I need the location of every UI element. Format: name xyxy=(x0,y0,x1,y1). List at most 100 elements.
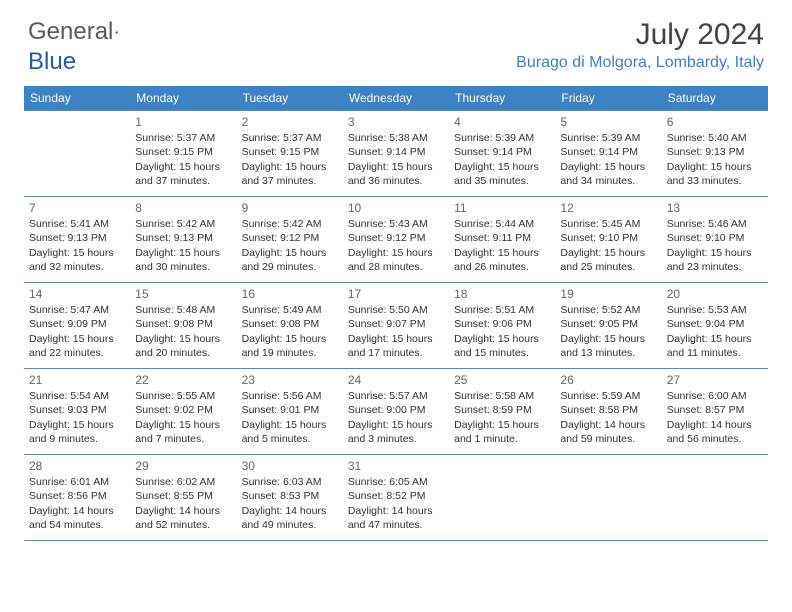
daylight-text: and 47 minutes. xyxy=(348,518,444,532)
sunset-text: Sunset: 9:14 PM xyxy=(560,145,656,159)
calendar-cell: 20Sunrise: 5:53 AMSunset: 9:04 PMDayligh… xyxy=(662,283,768,369)
day-number: 12 xyxy=(560,200,656,216)
daylight-text: and 15 minutes. xyxy=(454,346,550,360)
sunset-text: Sunset: 9:02 PM xyxy=(135,403,231,417)
sunrise-text: Sunrise: 5:52 AM xyxy=(560,303,656,317)
sunset-text: Sunset: 9:14 PM xyxy=(348,145,444,159)
day-number: 17 xyxy=(348,286,444,302)
sunset-text: Sunset: 9:08 PM xyxy=(135,317,231,331)
sunrise-text: Sunrise: 5:58 AM xyxy=(454,389,550,403)
calendar-table: SundayMondayTuesdayWednesdayThursdayFrid… xyxy=(24,86,768,541)
sunset-text: Sunset: 8:53 PM xyxy=(242,489,338,503)
sunrise-text: Sunrise: 5:37 AM xyxy=(135,131,231,145)
calendar-cell: 13Sunrise: 5:46 AMSunset: 9:10 PMDayligh… xyxy=(662,197,768,283)
daylight-text: and 34 minutes. xyxy=(560,174,656,188)
sunset-text: Sunset: 9:05 PM xyxy=(560,317,656,331)
sunset-text: Sunset: 9:08 PM xyxy=(242,317,338,331)
calendar-cell: 10Sunrise: 5:43 AMSunset: 9:12 PMDayligh… xyxy=(343,197,449,283)
sunrise-text: Sunrise: 6:02 AM xyxy=(135,475,231,489)
sunrise-text: Sunrise: 6:00 AM xyxy=(667,389,763,403)
sunset-text: Sunset: 8:59 PM xyxy=(454,403,550,417)
daylight-text: and 20 minutes. xyxy=(135,346,231,360)
daylight-text: Daylight: 15 hours xyxy=(348,246,444,260)
daylight-text: Daylight: 15 hours xyxy=(29,418,125,432)
day-number: 23 xyxy=(242,372,338,388)
calendar-cell: 12Sunrise: 5:45 AMSunset: 9:10 PMDayligh… xyxy=(555,197,661,283)
sunset-text: Sunset: 9:04 PM xyxy=(667,317,763,331)
daylight-text: Daylight: 15 hours xyxy=(135,332,231,346)
daylight-text: and 59 minutes. xyxy=(560,432,656,446)
sunrise-text: Sunrise: 5:47 AM xyxy=(29,303,125,317)
sunset-text: Sunset: 8:58 PM xyxy=(560,403,656,417)
location-text: Burago di Molgora, Lombardy, Italy xyxy=(516,54,764,72)
day-number: 21 xyxy=(29,372,125,388)
daylight-text: Daylight: 14 hours xyxy=(29,504,125,518)
calendar-cell: 24Sunrise: 5:57 AMSunset: 9:00 PMDayligh… xyxy=(343,369,449,455)
daylight-text: Daylight: 15 hours xyxy=(454,246,550,260)
day-number: 31 xyxy=(348,458,444,474)
sunrise-text: Sunrise: 5:38 AM xyxy=(348,131,444,145)
sunset-text: Sunset: 9:00 PM xyxy=(348,403,444,417)
sunset-text: Sunset: 9:13 PM xyxy=(135,231,231,245)
daylight-text: and 36 minutes. xyxy=(348,174,444,188)
daylight-text: Daylight: 15 hours xyxy=(560,332,656,346)
daylight-text: and 56 minutes. xyxy=(667,432,763,446)
daylight-text: and 37 minutes. xyxy=(135,174,231,188)
sunset-text: Sunset: 8:55 PM xyxy=(135,489,231,503)
sunrise-text: Sunrise: 5:49 AM xyxy=(242,303,338,317)
daylight-text: Daylight: 15 hours xyxy=(29,332,125,346)
sunrise-text: Sunrise: 5:39 AM xyxy=(454,131,550,145)
calendar-cell: 21Sunrise: 5:54 AMSunset: 9:03 PMDayligh… xyxy=(24,369,130,455)
daylight-text: and 9 minutes. xyxy=(29,432,125,446)
daylight-text: and 37 minutes. xyxy=(242,174,338,188)
daylight-text: and 30 minutes. xyxy=(135,260,231,274)
sunset-text: Sunset: 9:01 PM xyxy=(242,403,338,417)
daylight-text: and 25 minutes. xyxy=(560,260,656,274)
daylight-text: and 54 minutes. xyxy=(29,518,125,532)
weekday-header: Sunday xyxy=(24,86,130,111)
brand-word1: General xyxy=(28,18,113,46)
daylight-text: Daylight: 15 hours xyxy=(348,332,444,346)
daylight-text: Daylight: 15 hours xyxy=(454,332,550,346)
daylight-text: and 5 minutes. xyxy=(242,432,338,446)
sunrise-text: Sunrise: 6:05 AM xyxy=(348,475,444,489)
calendar-cell xyxy=(662,455,768,541)
daylight-text: and 33 minutes. xyxy=(667,174,763,188)
sunrise-text: Sunrise: 5:42 AM xyxy=(242,217,338,231)
daylight-text: and 28 minutes. xyxy=(348,260,444,274)
daylight-text: and 52 minutes. xyxy=(135,518,231,532)
daylight-text: Daylight: 15 hours xyxy=(560,160,656,174)
sunrise-text: Sunrise: 5:56 AM xyxy=(242,389,338,403)
daylight-text: Daylight: 15 hours xyxy=(135,418,231,432)
daylight-text: Daylight: 14 hours xyxy=(348,504,444,518)
daylight-text: Daylight: 15 hours xyxy=(348,418,444,432)
sunset-text: Sunset: 9:11 PM xyxy=(454,231,550,245)
header: General July 2024 Burago di Molgora, Lom… xyxy=(0,0,792,78)
sunrise-text: Sunrise: 5:55 AM xyxy=(135,389,231,403)
daylight-text: and 22 minutes. xyxy=(29,346,125,360)
calendar-cell: 19Sunrise: 5:52 AMSunset: 9:05 PMDayligh… xyxy=(555,283,661,369)
calendar-cell: 2Sunrise: 5:37 AMSunset: 9:15 PMDaylight… xyxy=(237,111,343,197)
daylight-text: and 3 minutes. xyxy=(348,432,444,446)
weekday-header: Tuesday xyxy=(237,86,343,111)
day-number: 16 xyxy=(242,286,338,302)
sunset-text: Sunset: 9:07 PM xyxy=(348,317,444,331)
month-title: July 2024 xyxy=(516,18,764,52)
sunset-text: Sunset: 9:10 PM xyxy=(560,231,656,245)
day-number: 19 xyxy=(560,286,656,302)
sunrise-text: Sunrise: 6:01 AM xyxy=(29,475,125,489)
daylight-text: Daylight: 15 hours xyxy=(242,160,338,174)
sunset-text: Sunset: 8:57 PM xyxy=(667,403,763,417)
sunrise-text: Sunrise: 5:41 AM xyxy=(29,217,125,231)
daylight-text: and 7 minutes. xyxy=(135,432,231,446)
day-number: 25 xyxy=(454,372,550,388)
sunrise-text: Sunrise: 5:54 AM xyxy=(29,389,125,403)
daylight-text: Daylight: 15 hours xyxy=(667,246,763,260)
sunrise-text: Sunrise: 5:57 AM xyxy=(348,389,444,403)
sunrise-text: Sunrise: 5:43 AM xyxy=(348,217,444,231)
sunset-text: Sunset: 9:03 PM xyxy=(29,403,125,417)
weekday-header: Saturday xyxy=(662,86,768,111)
sunrise-text: Sunrise: 5:46 AM xyxy=(667,217,763,231)
sunset-text: Sunset: 9:12 PM xyxy=(348,231,444,245)
daylight-text: Daylight: 15 hours xyxy=(29,246,125,260)
